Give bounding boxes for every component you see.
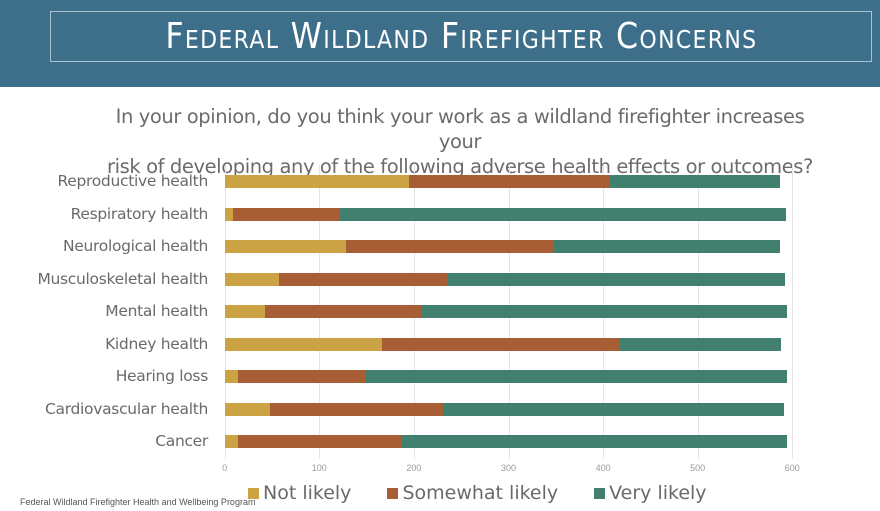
legend-swatch-icon [387,487,399,499]
stacked-bar [224,207,786,221]
x-tick-label: 500 [690,463,706,473]
bar-segment-not-likely [224,402,271,416]
category-label: Hearing loss [115,367,209,385]
bar-segment-not-likely [224,305,266,318]
legend-item: Somewhat likely [387,482,558,504]
stacked-bar [224,337,781,351]
category-label: Cardiovascular health [44,399,208,418]
category-label: Mental health [105,302,208,320]
x-tick-label: 300 [500,463,517,473]
x-tick-label: 0 [222,463,228,473]
bar-segment-very-likely [609,175,780,188]
legend-swatch-icon [248,487,259,499]
category-label: Reproductive health [57,172,208,190]
bar-segment-not-likely [224,337,382,351]
question-line-2: risk of developing any of the following … [106,155,814,178]
question-line-1: In your opinion, do you think your work … [115,105,805,153]
category-label: Musculoskeletal health [37,269,208,288]
bar-segment-very-likely [620,337,781,351]
footnote: Federal Wildland Firefighter Health and … [20,497,256,507]
bar-segment-not-likely [224,435,238,448]
bar-segment-not-likely [224,175,410,188]
chart-legend: Not likely Somewhat likely Very likely [248,482,743,504]
stacked-bar [224,402,784,416]
bar-segment-somewhat-likely [278,272,447,286]
bar-segment-very-likely [553,240,780,253]
bar-segment-very-likely [340,207,786,221]
bar-segment-somewhat-likely [265,305,422,318]
stacked-bar [224,370,787,383]
bar-segment-very-likely [421,305,787,318]
x-tick-label: 600 [784,463,800,473]
category-label: Cancer [155,432,208,450]
x-tick-label: 400 [595,463,611,473]
bar-segment-somewhat-likely [409,175,610,188]
stacked-bar [224,272,785,286]
legend-item: Not likely [248,482,351,504]
bar-segment-very-likely [400,435,787,448]
stacked-bar [224,240,780,253]
bar-segment-very-likely [446,272,785,286]
title-frame: Federal Wildland Firefighter Concerns [50,11,872,62]
legend-swatch-icon [594,487,606,499]
chart-question: In your opinion, do you think your work … [100,104,820,179]
stacked-bar [224,175,780,188]
bar-segment-somewhat-likely [237,370,366,383]
legend-label: Not likely [263,482,352,504]
stacked-bar [224,435,787,448]
legend-label: Very likely [609,482,707,504]
x-tick-label: 100 [311,463,327,473]
legend-item: Very likely [594,482,707,504]
bar-segment-not-likely [224,370,238,383]
category-label: Kidney health [105,334,208,353]
bar-segment-somewhat-likely [233,207,341,221]
header-banner: Federal Wildland Firefighter Concerns [0,0,880,87]
bar-segment-somewhat-likely [237,435,401,448]
category-label: Respiratory health [70,204,209,223]
bar-segment-not-likely [224,272,279,286]
bar-segment-somewhat-likely [345,240,554,253]
gridline [792,165,794,459]
legend-label: Somewhat likely [402,482,559,504]
bar-segment-very-likely [365,370,787,383]
bar-segment-not-likely [224,207,234,221]
x-tick-label: 200 [406,463,422,473]
category-label: Neurological health [62,237,208,255]
bar-segment-very-likely [443,402,784,416]
page-title: Federal Wildland Firefighter Concerns [164,16,758,57]
bar-segment-not-likely [224,240,346,253]
bar-segment-somewhat-likely [381,337,621,351]
bar-segment-somewhat-likely [270,402,444,416]
stacked-bar [224,305,787,318]
